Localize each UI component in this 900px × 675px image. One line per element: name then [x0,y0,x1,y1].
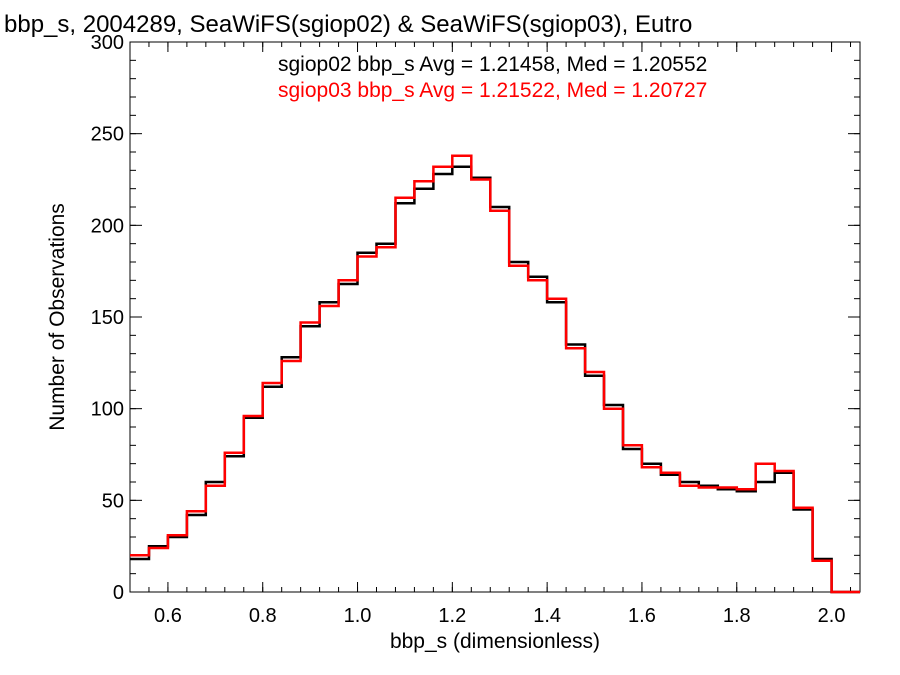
y-tick-label: 0 [113,582,124,604]
legend-entry-sgiop02: sgiop02 bbp_s Avg = 1.21458, Med = 1.205… [278,53,707,76]
chart-title: bbp_s, 2004289, SeaWiFS(sgiop02) & SeaWi… [4,11,692,38]
x-tick-label: 1.8 [723,605,751,627]
x-axis: 0.6 0.8 1.0 1.2 1.4 1.6 1.8 2.0 [129,42,852,627]
x-tick-label: 0.6 [154,605,182,627]
histogram-series-sgiop02 [130,165,860,594]
y-tick-label: 150 [91,307,124,329]
histogram-series-sgiop03 [130,154,860,594]
y-tick-label: 50 [102,490,124,512]
y-axis: 0 50 100 150 200 250 300 [91,32,860,604]
y-tick-label: 250 [91,124,124,146]
y-tick-label: 100 [91,399,124,421]
plot-frame [129,41,861,593]
y-axis-label: Number of Observations [46,203,69,431]
y-tick-label: 200 [91,215,124,237]
x-axis-label: bbp_s (dimensionless) [390,630,600,653]
x-tick-label: 2.0 [818,605,846,627]
series-layer [130,154,860,594]
x-tick-label: 0.8 [249,605,277,627]
x-tick-label: 1.2 [438,605,466,627]
y-tick-label: 300 [91,32,124,54]
x-tick-label: 1.6 [628,605,656,627]
x-tick-label: 1.0 [344,605,372,627]
legend-entry-sgiop03: sgiop03 bbp_s Avg = 1.21522, Med = 1.207… [278,79,707,102]
x-tick-label: 1.4 [533,605,561,627]
